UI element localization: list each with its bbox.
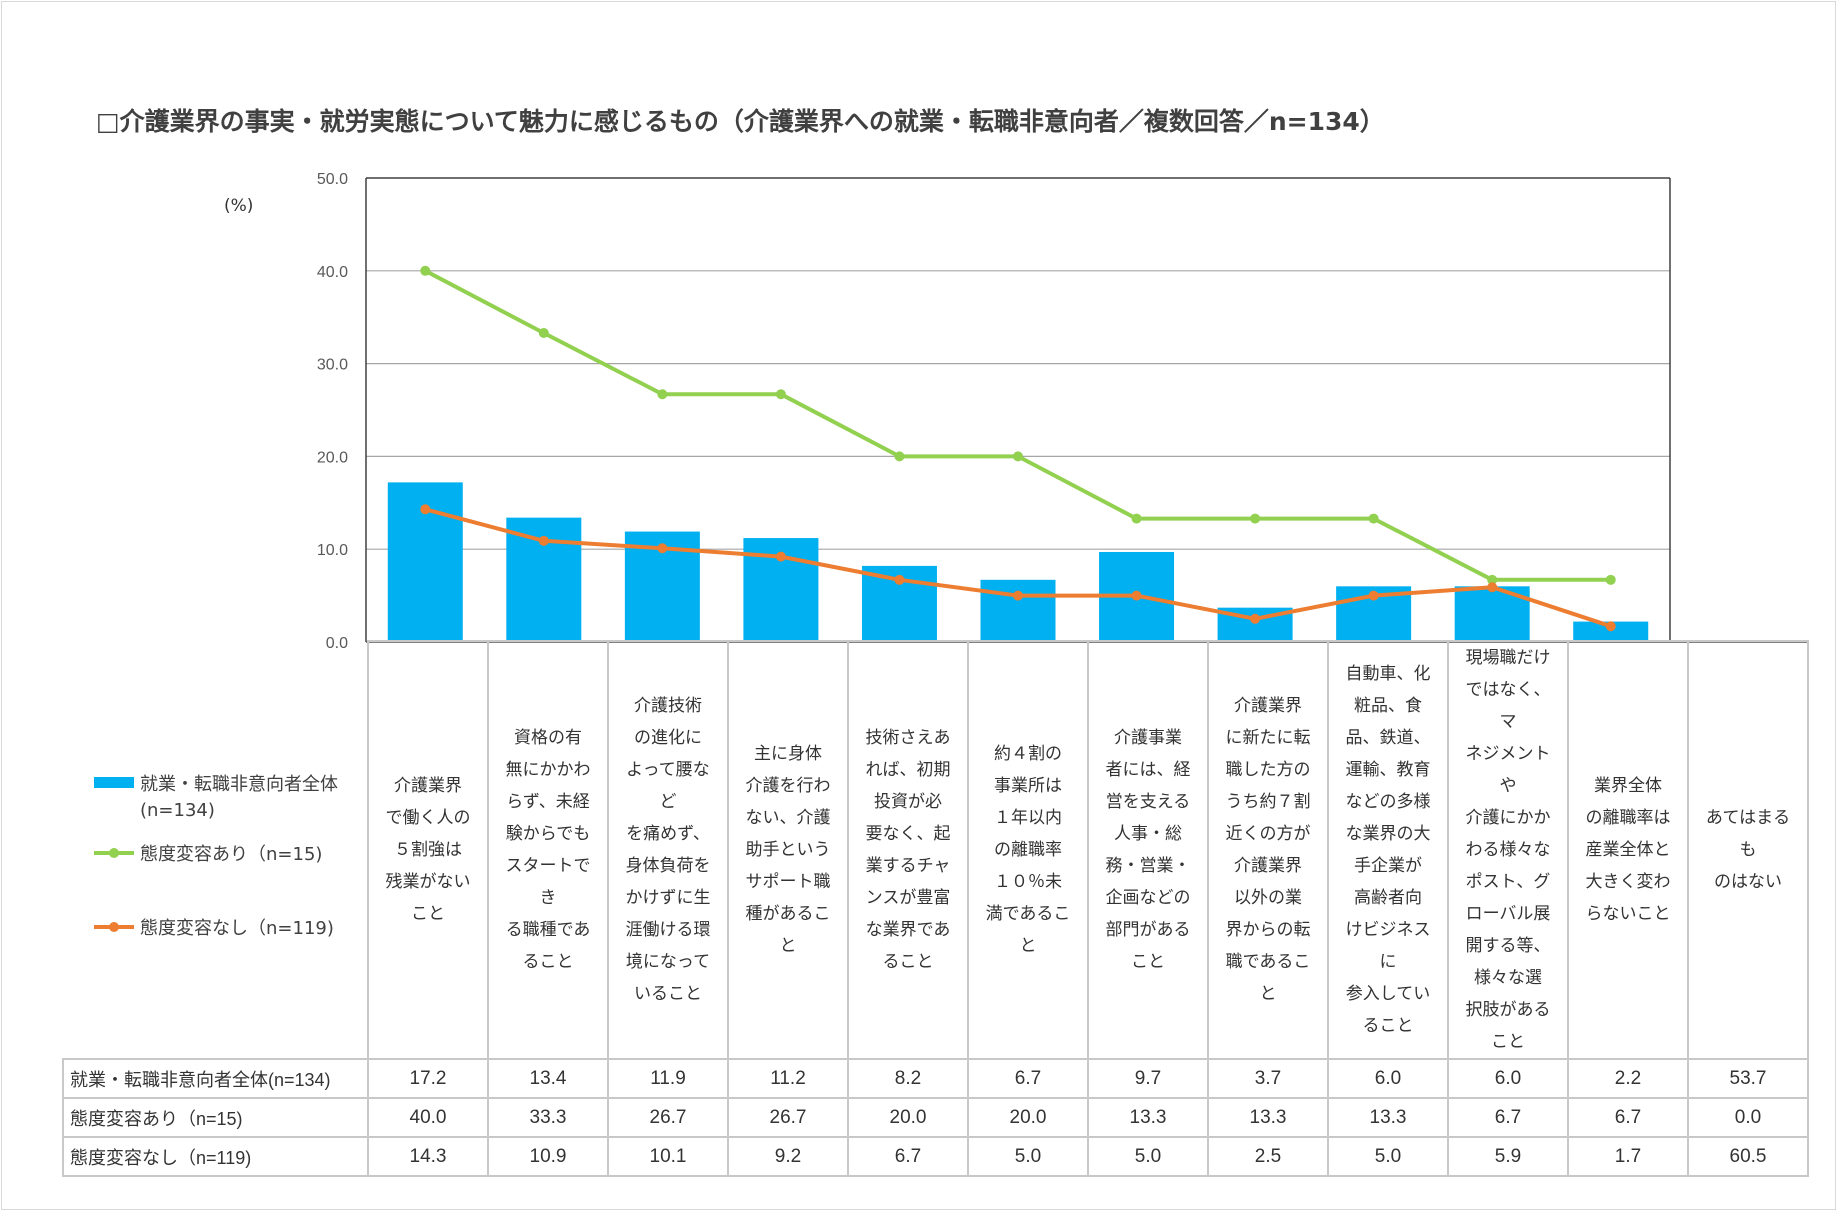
line-point bbox=[420, 504, 431, 515]
category-label: あてはまるも のはない bbox=[1687, 640, 1809, 1060]
line-point bbox=[1368, 513, 1379, 524]
category-label: 業界全体 の離職率は 産業全体と 大きく変わ らないこと bbox=[1567, 640, 1689, 1060]
line-point bbox=[1250, 513, 1261, 524]
table-cell: 33.3 bbox=[487, 1097, 609, 1138]
category-label: 現場職だけ ではなく、マ ネジメントや 介護にかか わる様々な ポスト、グ ローバル展 開する… bbox=[1447, 640, 1569, 1060]
line-point bbox=[1013, 590, 1023, 601]
bar bbox=[1573, 621, 1649, 642]
table-cell: 17.2 bbox=[367, 1058, 489, 1099]
y-tick-label: 20.0 bbox=[317, 449, 348, 466]
table-cell: 10.9 bbox=[487, 1136, 609, 1177]
category-label: 介護事業 者には、経 営を支える 人事・総 務・営業・ 企画などの 部門がある こと bbox=[1087, 640, 1209, 1060]
table-cell: 5.9 bbox=[1447, 1136, 1569, 1177]
table-cell: 40.0 bbox=[367, 1097, 489, 1138]
table-row: 就業・転職非意向者全体(n=134) 17.2 13.4 11.9 11.2 8.2 6.7… bbox=[62, 1058, 1809, 1099]
y-axis-unit-label: (%) bbox=[224, 196, 254, 216]
bar bbox=[980, 579, 1056, 642]
table-cell: 5.0 bbox=[967, 1136, 1089, 1177]
table-cell: 53.7 bbox=[1687, 1058, 1809, 1099]
line-point bbox=[775, 389, 786, 400]
line-point bbox=[657, 389, 668, 400]
line-point bbox=[420, 265, 431, 276]
table-cell: 20.0 bbox=[967, 1097, 1089, 1138]
line-point bbox=[1487, 574, 1498, 585]
line-point bbox=[1013, 451, 1023, 462]
line-point bbox=[894, 451, 905, 462]
table-cell: 13.3 bbox=[1087, 1097, 1209, 1138]
table-cell: 13.3 bbox=[1327, 1097, 1449, 1138]
category-label: 介護業界 に新たに転 職した方の うち約７割 近くの方が 介護業界 以外の業 界からの転 職であ… bbox=[1207, 640, 1329, 1060]
table-cell: 10.1 bbox=[607, 1136, 729, 1177]
category-label: 資格の有 無にかかわ らず、未経 験からでも スタートでき る職種であ ること bbox=[487, 640, 609, 1060]
category-label: 技術さえあ れば、初期 投資が必 要なく、起 業するチャ ンスが豊富 な業界であ ること bbox=[847, 640, 969, 1060]
gridlines bbox=[365, 177, 1809, 643]
line-point bbox=[894, 574, 905, 585]
line-point bbox=[538, 535, 549, 546]
category-label: 主に身体 介護を行わ ない、介護 助手という サポート職 種があること bbox=[727, 640, 849, 1060]
line-point bbox=[1605, 574, 1616, 585]
chart-title: □介護業界の事実・就労実態について魅力に感じるもの（介護業界への就業・転職非意向… bbox=[96, 107, 1385, 136]
table-cell: 8.2 bbox=[847, 1058, 969, 1099]
table-cell: 1.7 bbox=[1567, 1136, 1689, 1177]
table-cell: 6.7 bbox=[967, 1058, 1089, 1099]
y-axis: 0.010.020.030.040.050.0 bbox=[317, 171, 348, 652]
line-point bbox=[1487, 582, 1498, 593]
row-header: 態度変容なし（n=119) bbox=[62, 1136, 369, 1177]
category-label: 自動車、化 粧品、食 品、鉄道、 運輸、教育 などの多様 な業界の大 手企業が 高齢者向 けビジ… bbox=[1327, 640, 1449, 1060]
row-header: 態度変容あり（n=15) bbox=[62, 1097, 369, 1138]
line-point bbox=[657, 543, 668, 554]
y-tick-label: 10.0 bbox=[317, 542, 348, 559]
y-tick-label: 40.0 bbox=[317, 264, 348, 281]
row-header: 就業・転職非意向者全体(n=134) bbox=[62, 1058, 369, 1099]
bar-series bbox=[387, 482, 1649, 642]
y-tick-label: 50.0 bbox=[317, 171, 348, 188]
table-cell: 60.5 bbox=[1687, 1136, 1809, 1177]
table-corner-blank bbox=[63, 641, 369, 1060]
table-cell: 3.7 bbox=[1207, 1058, 1329, 1099]
table-cell: 5.0 bbox=[1087, 1136, 1209, 1177]
line-point bbox=[1131, 513, 1142, 524]
table-cell: 6.7 bbox=[1447, 1097, 1569, 1138]
category-label: 介護技術 の進化に よって腰など を痛めず、 身体負荷を かけずに生 涯働ける環 境になってい… bbox=[607, 640, 729, 1060]
table-cell: 13.4 bbox=[487, 1058, 609, 1099]
table-cell: 9.2 bbox=[727, 1136, 849, 1177]
table-cell: 0.0 bbox=[1687, 1097, 1809, 1138]
table-cell: 6.0 bbox=[1327, 1058, 1449, 1099]
data-table: 介護業界 で働く人の ５割強は 残業がない こと 資格の有 無にかかわ らず、未経 験からでもス… bbox=[62, 640, 1809, 1177]
table-cell: 26.7 bbox=[607, 1097, 729, 1138]
table-row: 態度変容あり（n=15) 40.0 33.3 26.7 26.7 20.0 20.0 13.3… bbox=[62, 1097, 1809, 1138]
line-point bbox=[1605, 621, 1616, 632]
table-cell: 13.3 bbox=[1207, 1097, 1329, 1138]
table-cell: 6.7 bbox=[1567, 1097, 1689, 1138]
table-cell: 2.5 bbox=[1207, 1136, 1329, 1177]
table-cell: 20.0 bbox=[847, 1097, 969, 1138]
table-cell: 6.7 bbox=[847, 1136, 969, 1177]
table-cell: 11.9 bbox=[607, 1058, 729, 1099]
category-label: 介護業界 で働く人の ５割強は 残業がない こと bbox=[367, 640, 489, 1060]
line-series bbox=[420, 265, 1616, 632]
line-point bbox=[1250, 613, 1261, 624]
category-label: 約４割の 事業所は １年以内 の離職率 １０％未 満であること bbox=[967, 640, 1089, 1060]
line-point bbox=[775, 551, 786, 562]
table-cell: 26.7 bbox=[727, 1097, 849, 1138]
series-line bbox=[424, 269, 1611, 582]
line-point bbox=[1131, 590, 1142, 601]
line-point bbox=[538, 327, 549, 338]
table-cell: 6.0 bbox=[1447, 1058, 1569, 1099]
table-cell: 9.7 bbox=[1087, 1058, 1209, 1099]
y-tick-label: 30.0 bbox=[317, 357, 348, 374]
table-row: 態度変容なし（n=119) 14.3 10.9 10.1 9.2 6.7 5.0 5.0 2.5… bbox=[62, 1136, 1809, 1177]
table-cell: 5.0 bbox=[1327, 1136, 1449, 1177]
line-point bbox=[1368, 590, 1379, 601]
table-cell: 2.2 bbox=[1567, 1058, 1689, 1099]
category-row: 介護業界 で働く人の ５割強は 残業がない こと 資格の有 無にかかわ らず、未経 験からでもス… bbox=[63, 640, 1809, 1060]
table-cell: 14.3 bbox=[367, 1136, 489, 1177]
table-cell: 11.2 bbox=[727, 1058, 849, 1099]
